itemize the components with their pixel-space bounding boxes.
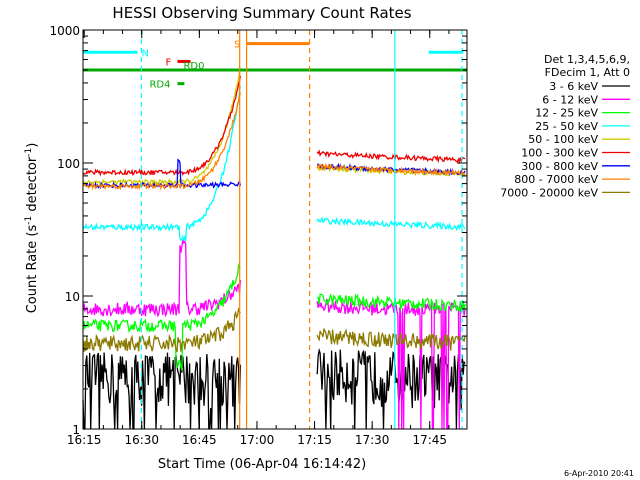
series-100-300-kev-pre-gap (82, 75, 242, 177)
generation-timestamp: 6-Apr-2010 20:41 (564, 469, 634, 478)
legend-label-3-6-kev: 3 - 6 keV (549, 80, 598, 93)
flag-f-label: F (165, 57, 171, 68)
axes-layer: 16:15 16:30 16:45 17:00 17:15 17:30 17:45 1 10 10… (49, 24, 468, 447)
legend-label-6-12-kev: 6 - 12 keV (542, 93, 598, 106)
x-tick-label-4: 17:15 (297, 433, 332, 447)
rd4-label: RD4 (149, 80, 170, 91)
attenuator-n-label: N (142, 48, 149, 59)
series-25-50-kev-pre-gap (82, 85, 242, 243)
y-axis-label: Count Rate (s-1 detector-1) (24, 143, 40, 314)
legend-label-7000-20000-kev: 7000 - 20000 keV (500, 186, 598, 199)
y-tick-label-3: 1000 (49, 24, 80, 38)
series-25-50-kev-post-gap (316, 216, 466, 232)
legend-header-line-2: FDecim 1, Att 0 (545, 66, 630, 79)
x-tick-label-6: 17:45 (412, 433, 447, 447)
x-tick-label-0: 16:15 (67, 433, 102, 447)
series-3-6-kev-pre-gap (82, 352, 242, 430)
rd0-label: RD0 (183, 61, 204, 72)
series-7000-20000-kev-pre-gap (82, 307, 241, 353)
legend-label-12-25-kev: 12 - 25 keV (535, 107, 598, 120)
legend-header-line-1: Det 1,3,4,5,6,9, (544, 53, 630, 66)
legend-label-25-50-kev: 25 - 50 keV (535, 120, 598, 133)
y-tick-label-0: 1 (72, 423, 80, 437)
legend-label-50-100-kev: 50 - 100 keV (528, 133, 598, 146)
x-tick-label-1: 16:30 (124, 433, 159, 447)
plot-frame (82, 29, 468, 430)
series-12-25-kev-post-gap (316, 293, 466, 313)
series-50-100-kev-pre-gap (82, 67, 242, 187)
series-12-25-kev-pre-gap (82, 262, 241, 371)
series-3-6-kev-post-gap (316, 347, 466, 430)
legend: Det 1,3,4,5,6,9, FDecim 1, Att 0 3 - 6 k… (500, 53, 630, 199)
y-tick-label-1: 10 (65, 290, 80, 304)
series-100-300-kev-post-gap (316, 149, 466, 165)
legend-label-300-800-kev: 300 - 800 keV (521, 160, 598, 173)
y-tick-label-2: 100 (57, 157, 80, 171)
series-7000-20000-kev-post-gap (316, 327, 466, 351)
series-6-12-kev-pre-gap (82, 239, 242, 318)
legend-label-800-7000-kev: 800 - 7000 keV (514, 173, 598, 186)
x-axis-label: Start Time (06-Apr-04 16:14:42) (158, 457, 366, 472)
series-800-7000-kev-post-gap (316, 162, 466, 177)
x-tick-label-3: 17:00 (240, 433, 275, 447)
x-tick-label-2: 16:45 (182, 433, 217, 447)
legend-label-100-300-kev: 100 - 300 keV (521, 147, 598, 160)
series-6-12-kev-post-gap (316, 298, 466, 430)
plot-layer: N F RD0 RD4 S (82, 30, 467, 430)
x-tick-label-5: 17:30 (355, 433, 390, 447)
chart-title: HESSI Observing Summary Count Rates (112, 4, 411, 22)
series-800-7000-kev-pre-gap (82, 92, 242, 191)
saa-s-label: S (234, 40, 240, 51)
